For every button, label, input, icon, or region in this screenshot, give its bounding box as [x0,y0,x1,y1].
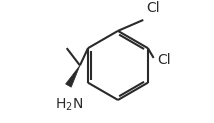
Text: Cl: Cl [147,1,160,15]
Polygon shape [66,65,80,87]
Text: H$_2$N: H$_2$N [55,97,83,113]
Text: Cl: Cl [157,53,171,67]
